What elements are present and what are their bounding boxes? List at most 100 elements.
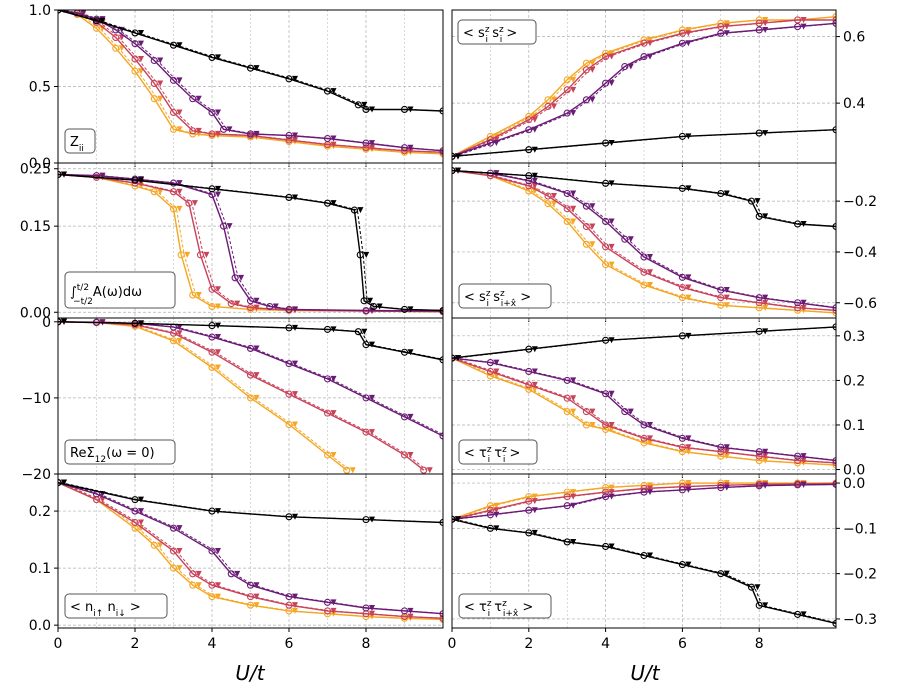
data-point-marker-purple <box>330 599 337 606</box>
data-point-black <box>362 105 370 113</box>
data-point-purple <box>640 53 648 61</box>
data-point-black <box>452 515 456 523</box>
data-point-marker-purple <box>446 433 452 439</box>
legend-frame <box>64 593 168 619</box>
data-point-black <box>452 152 456 160</box>
data-point-marker-purple <box>570 190 577 197</box>
data-point-marker-purple <box>627 236 634 243</box>
data-point-marker-purple <box>493 140 500 147</box>
data-point-marker-purple <box>446 308 452 314</box>
data-point-black <box>452 167 456 175</box>
panel-label-p5: ReΣ12(ω = 0) <box>70 446 155 465</box>
data-point-marker-black <box>363 251 370 258</box>
data-point-marker-red <box>531 182 538 189</box>
data-point-marker-black <box>762 328 769 335</box>
data-point-red <box>755 19 763 27</box>
data-point-black <box>525 529 533 537</box>
data-point-marker-orange <box>138 68 144 75</box>
data-point-purple <box>602 390 610 398</box>
data-point-marker-black <box>138 29 144 36</box>
data-point-marker-red <box>446 615 452 621</box>
data-point-marker-orange <box>195 292 202 299</box>
data-point-marker-red <box>138 519 144 526</box>
x-tick-label: 8 <box>755 636 764 652</box>
data-point-red <box>285 601 293 609</box>
data-point-red <box>285 136 293 144</box>
data-point-marker-orange <box>184 251 191 258</box>
data-point-purple <box>525 506 533 514</box>
data-point-marker-red <box>531 498 538 505</box>
data-point-marker-purple <box>292 593 298 600</box>
data-point-red <box>486 367 494 376</box>
data-point-red <box>169 188 178 196</box>
data-point-marker-black <box>215 54 221 61</box>
data-point-purple <box>640 421 648 429</box>
data-point-marker-purple <box>800 23 807 30</box>
data-point-marker-black <box>570 538 577 545</box>
data-point-black <box>602 336 610 344</box>
legend-frame <box>457 19 537 45</box>
data-point-marker-black <box>839 224 845 230</box>
data-point-marker-red <box>839 17 845 23</box>
data-point-purple <box>563 109 571 117</box>
data-point-marker-red <box>589 408 596 415</box>
data-point-marker-orange <box>215 364 221 371</box>
data-point-purple <box>323 134 332 143</box>
data-point-marker-orange <box>685 480 692 487</box>
data-point-purple <box>362 604 370 612</box>
data-point-black <box>208 322 216 330</box>
data-point-marker-orange <box>551 96 557 103</box>
data-point-black <box>58 479 62 487</box>
data-point-marker-orange <box>723 302 730 309</box>
data-point-orange <box>169 337 178 345</box>
chart-panel-p3: 0.00 0.15 0.25 ∫t/2 −t/2A(ω)dω <box>20 162 452 322</box>
data-point-purple <box>150 56 158 65</box>
data-point-purple <box>131 507 139 515</box>
data-point-marker-red <box>138 55 144 62</box>
data-point-marker-red <box>157 80 164 87</box>
y-tick-label: 0.2 <box>29 504 51 520</box>
data-point-marker-red <box>195 570 202 577</box>
data-point-purple <box>832 480 836 488</box>
data-point-marker-purple <box>839 20 845 26</box>
data-point-purple <box>92 172 101 180</box>
panel-label-p2: < sz i sz i > <box>463 25 517 45</box>
data-point-marker-black <box>608 337 615 344</box>
data-point-marker-black <box>608 543 615 550</box>
data-point-marker-black <box>253 65 260 72</box>
data-point-orange <box>563 217 571 225</box>
data-point-purple <box>717 443 725 451</box>
data-point-orange <box>717 479 725 487</box>
data-point-black <box>678 184 686 192</box>
series-line-dashed-black <box>60 10 443 112</box>
data-point-red <box>208 348 216 356</box>
data-point-purple <box>362 139 370 147</box>
data-point-marker-orange <box>176 565 183 572</box>
data-point-red <box>678 283 686 292</box>
series-line-dashed-orange <box>60 174 443 313</box>
data-point-marker-orange <box>99 25 106 32</box>
data-point-black <box>602 542 610 551</box>
data-point-marker-orange <box>570 489 577 496</box>
data-point-orange <box>189 581 197 589</box>
data-point-marker-black <box>407 349 414 356</box>
data-point-marker-black <box>138 496 144 503</box>
data-point-marker-purple <box>647 53 653 60</box>
chart-panel-p2: 0.4 0.6 < sz i sz i > <box>451 9 865 167</box>
data-point-black <box>356 251 364 259</box>
data-point-marker-black <box>685 133 692 140</box>
data-point-marker-black <box>800 611 807 618</box>
y-tick-label: −0.2 <box>843 567 877 583</box>
data-point-purple <box>832 304 836 312</box>
data-point-orange <box>678 448 686 456</box>
y-tick-label: 1.0 <box>29 3 51 19</box>
data-point-marker-black <box>647 552 653 559</box>
data-point-black <box>131 319 139 327</box>
data-point-purple <box>362 306 370 315</box>
data-point-black <box>640 551 648 560</box>
data-point-black <box>400 348 409 356</box>
data-point-marker-orange <box>839 14 845 20</box>
data-point-marker-red <box>446 309 452 315</box>
data-point-marker-black <box>455 516 461 523</box>
data-point-red <box>563 86 571 94</box>
